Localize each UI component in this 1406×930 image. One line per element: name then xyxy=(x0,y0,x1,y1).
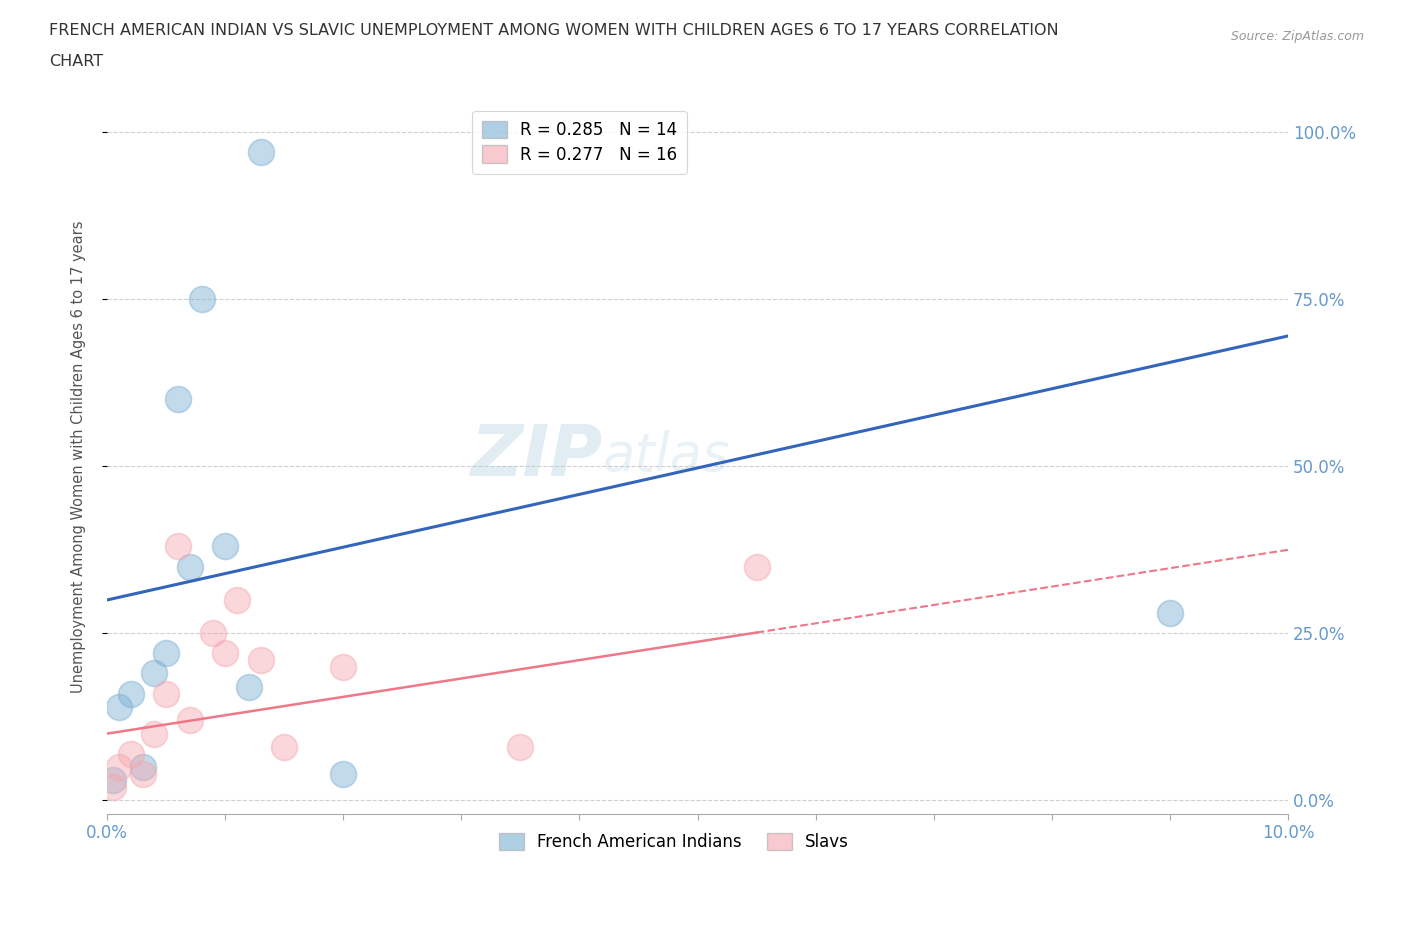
Legend: French American Indians, Slavs: French American Indians, Slavs xyxy=(491,824,858,859)
Point xyxy=(273,739,295,754)
Text: CHART: CHART xyxy=(49,54,103,69)
Point xyxy=(238,680,260,695)
Text: atlas: atlas xyxy=(603,431,731,483)
Point xyxy=(143,726,166,741)
Point xyxy=(509,739,531,754)
Point xyxy=(1159,605,1181,620)
Point xyxy=(131,760,153,775)
Point xyxy=(226,592,249,607)
Point xyxy=(101,779,124,794)
Point xyxy=(167,392,190,407)
Point xyxy=(108,760,131,775)
Text: ZIP: ZIP xyxy=(471,422,603,491)
Point xyxy=(143,666,166,681)
Point xyxy=(101,773,124,788)
Point xyxy=(155,646,177,661)
Point xyxy=(202,626,225,641)
Point xyxy=(155,686,177,701)
Point xyxy=(120,686,142,701)
Point xyxy=(332,659,354,674)
Point xyxy=(179,559,201,574)
Point xyxy=(332,766,354,781)
Point xyxy=(249,145,271,160)
Text: FRENCH AMERICAN INDIAN VS SLAVIC UNEMPLOYMENT AMONG WOMEN WITH CHILDREN AGES 6 T: FRENCH AMERICAN INDIAN VS SLAVIC UNEMPLO… xyxy=(49,23,1059,38)
Point xyxy=(745,559,768,574)
Text: Source: ZipAtlas.com: Source: ZipAtlas.com xyxy=(1230,30,1364,43)
Point xyxy=(249,653,271,668)
Y-axis label: Unemployment Among Women with Children Ages 6 to 17 years: Unemployment Among Women with Children A… xyxy=(72,220,86,693)
Point xyxy=(190,292,212,307)
Point xyxy=(131,766,153,781)
Point xyxy=(167,539,190,554)
Point xyxy=(120,746,142,761)
Point xyxy=(214,646,236,661)
Point xyxy=(108,699,131,714)
Point xyxy=(179,712,201,727)
Point xyxy=(214,539,236,554)
